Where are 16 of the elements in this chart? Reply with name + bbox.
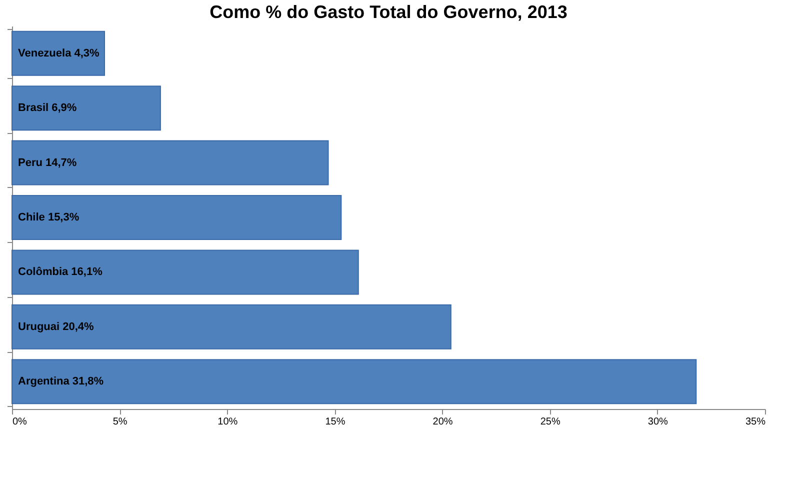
x-tick-label: 20%	[432, 416, 453, 428]
category-label: Colômbia 16,1%	[18, 266, 102, 278]
x-tick-label: 5%	[112, 416, 128, 428]
x-tick-label: 10%	[218, 416, 238, 428]
x-tick-label: 30%	[648, 416, 668, 428]
x-tick-label: 35%	[745, 416, 766, 428]
x-tick-label: 0%	[12, 416, 28, 428]
x-tick-label: 25%	[540, 416, 560, 428]
category-label: Peru 14,7%	[18, 156, 77, 169]
x-tick-label: 15%	[325, 416, 346, 428]
category-label: Uruguai 20,4%	[18, 320, 94, 333]
category-label: Chile 15,3%	[18, 212, 80, 224]
category-label: Venezuela 4,3%	[18, 47, 100, 60]
chart-title: Como % do Gasto Total do Governo, 2013	[210, 2, 568, 22]
category-label: Brasil 6,9%	[18, 102, 77, 114]
category-label: Argentina 31,8%	[18, 376, 104, 388]
